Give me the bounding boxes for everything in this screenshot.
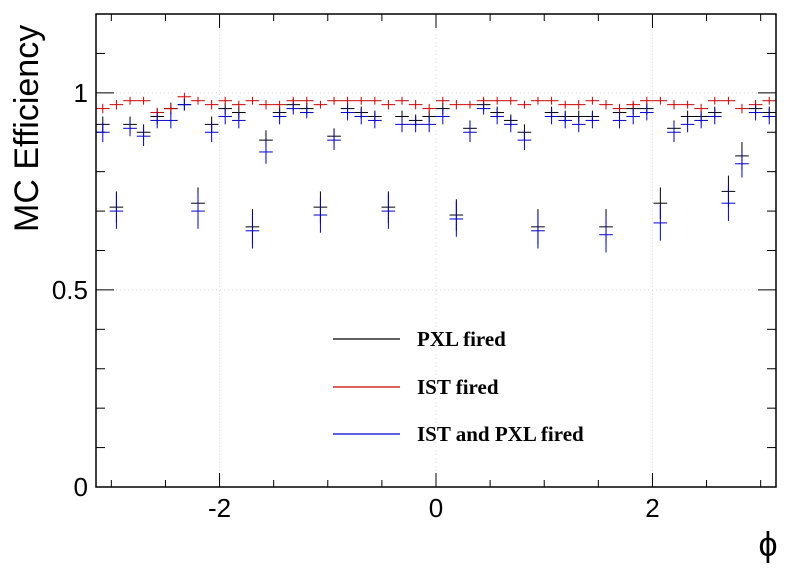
data-series-layer xyxy=(95,92,777,253)
series-ist-and-pxl-fired xyxy=(95,98,777,253)
legend-label-ist: IST fired xyxy=(417,375,499,399)
legend-label-pxl: PXL fired xyxy=(417,327,506,351)
series-ist-fired xyxy=(95,92,777,118)
y-tick-label: 0 xyxy=(74,472,88,502)
x-tick-label: 0 xyxy=(429,493,443,523)
tick-labels: -2 0 2 0 0.5 1 xyxy=(52,78,660,523)
axis-ticks xyxy=(96,13,776,488)
y-axis-title: MC Efficiency xyxy=(8,25,46,232)
plot-frame xyxy=(95,13,777,488)
x-tick-label: -2 xyxy=(208,493,231,523)
legend-label-ist-and-pxl: IST and PXL fired xyxy=(417,422,584,446)
legend: PXL fired IST fired IST and PXL fired xyxy=(333,327,584,446)
x-axis-title: ϕ xyxy=(758,526,777,564)
y-tick-label: 0.5 xyxy=(52,275,88,305)
x-tick-label: 2 xyxy=(645,493,659,523)
y-tick-label: 1 xyxy=(74,78,88,108)
